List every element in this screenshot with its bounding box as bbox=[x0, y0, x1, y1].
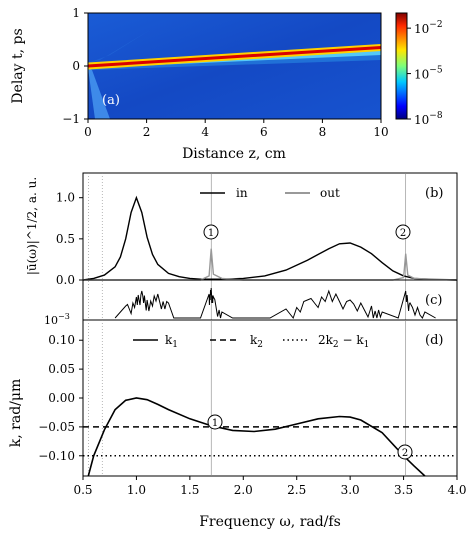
panel-a-xlabel: Distance z, cm bbox=[182, 146, 286, 162]
y-tick-label: 0.0 bbox=[56, 273, 75, 287]
panel-b-y-ticks: 0.0 0.5 1.0 bbox=[56, 191, 83, 287]
x-tick-label: 0.5 bbox=[73, 483, 92, 497]
marker-2-d-label: 2 bbox=[402, 448, 408, 459]
legend-k2-label: k2 bbox=[250, 333, 263, 350]
legend-in-label: in bbox=[236, 186, 248, 200]
panel-a-ylabel: Delay t, ps bbox=[10, 28, 26, 103]
heatmap-lower-wing bbox=[88, 68, 110, 119]
marker-1-d-label: 1 bbox=[212, 418, 218, 429]
x-tick-label: 10 bbox=[373, 125, 388, 139]
colorbar-ticks: 10−2 10−5 10−8 bbox=[407, 20, 443, 127]
colorbar-tick-label: 10−5 bbox=[414, 66, 443, 82]
series-k1-line bbox=[87, 397, 426, 477]
panel-b-label: (b) bbox=[425, 186, 443, 201]
x-tick-label: 2.5 bbox=[287, 483, 306, 497]
main-trace-core bbox=[87, 45, 382, 68]
marker-2-b bbox=[395, 224, 411, 240]
marker-2-b-label: 2 bbox=[400, 228, 406, 239]
x-tick-label: 3.0 bbox=[341, 483, 360, 497]
y-tick-label: 0.5 bbox=[56, 232, 75, 246]
x-tick-label: 8 bbox=[319, 125, 327, 139]
x-tick-label: 6 bbox=[260, 125, 268, 139]
marker-1-b-label: 1 bbox=[208, 228, 214, 239]
x-tick-label: 4 bbox=[201, 125, 209, 139]
marker-2-d bbox=[397, 444, 413, 460]
x-tick-label: 2.0 bbox=[234, 483, 253, 497]
panel-d-y-ticks: 0.10 0.05 0.00 −0.05 −0.10 bbox=[38, 333, 83, 463]
y-tick-label: 1 bbox=[72, 6, 80, 20]
legend-out-label: out bbox=[320, 186, 340, 200]
colorbar-tick-label: 10−8 bbox=[414, 111, 443, 127]
colorbar-tick-label: 10−2 bbox=[414, 20, 443, 36]
series-in-line bbox=[82, 195, 458, 281]
marker-1-b bbox=[203, 224, 219, 240]
panel-a-y-ticks: −1 0 1 bbox=[62, 6, 88, 126]
panel-d-label: (d) bbox=[425, 333, 443, 348]
panel-a-label: (a) bbox=[102, 93, 120, 108]
legend-k1-label: k1 bbox=[165, 333, 178, 350]
y-tick-label: 0.00 bbox=[48, 391, 75, 405]
panel-c-spectrum bbox=[114, 287, 436, 320]
x-tick-label: 3.5 bbox=[394, 483, 413, 497]
panel-d-xlabel: Frequency ω, rad/fs bbox=[199, 514, 341, 530]
y-tick-label: 1.0 bbox=[56, 191, 75, 205]
panel-b-ylabel: |ū(ω)|^1/2, a. u. bbox=[25, 177, 39, 275]
x-tick-label: 1.0 bbox=[127, 483, 146, 497]
legend-2k2-k1-label: 2k2 − k1 bbox=[318, 333, 369, 350]
panel-c-label: (c) bbox=[425, 293, 442, 308]
panel-d-ylabel: k, rad/μm bbox=[8, 379, 24, 447]
x-tick-label: 1.5 bbox=[180, 483, 199, 497]
panel-b: 0.0 0.5 1.0 |ū(ω)|^1/2, a. u. in out (b) 1… bbox=[25, 172, 458, 320]
panel-d-x-ticks: 0.5 1.0 1.5 2.0 2.5 3.0 3.5 4.0 bbox=[73, 476, 467, 497]
panel-d: 0.5 1.0 1.5 2.0 2.5 3.0 3.5 4.0 0.10 0.05 0.00 −0.… bbox=[8, 319, 467, 530]
x-tick-label: 2 bbox=[143, 125, 151, 139]
x-tick-label: 4.0 bbox=[447, 483, 466, 497]
marker-1-d bbox=[207, 414, 223, 430]
x-tick-label: 0 bbox=[84, 125, 92, 139]
y-tick-label: 0.10 bbox=[48, 333, 75, 347]
panel-a-x-ticks: 0 2 4 6 8 10 bbox=[84, 119, 389, 139]
panel-a: (a) 0 2 4 6 8 10 −1 0 1 Distance z, cm Delay t,… bbox=[10, 6, 443, 162]
panel-c-ytick: 10−3 bbox=[44, 312, 70, 327]
y-tick-label: −0.05 bbox=[38, 420, 75, 434]
y-tick-label: −0.10 bbox=[38, 449, 75, 463]
colorbar bbox=[395, 12, 408, 120]
y-tick-label: −1 bbox=[62, 112, 80, 126]
y-tick-label: 0 bbox=[72, 59, 80, 73]
y-tick-label: 0.05 bbox=[48, 362, 75, 376]
